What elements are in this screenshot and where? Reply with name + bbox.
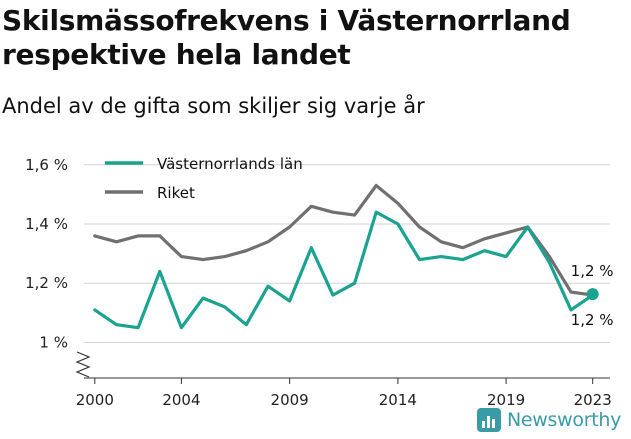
labels: 1,2 % 1,2 %: [571, 262, 614, 329]
legend-label: Västernorrlands län: [157, 155, 303, 173]
legend: Västernorrlands län Riket: [105, 155, 303, 202]
y-tick-label: 1,6 %: [25, 156, 68, 174]
series-line-riket: [93, 183, 595, 297]
chart-subtitle: Andel av de gifta som skiljer sig varje …: [2, 94, 425, 118]
brand-name: Newsworthy: [507, 409, 622, 431]
y-tick-label: 1,4 %: [25, 215, 68, 233]
chart-title: Skilsmässofrekvens i Västernorrland resp…: [2, 4, 571, 71]
y-tick-label: 1,2 %: [25, 274, 68, 292]
series-lines: [93, 183, 595, 330]
x-tick-label: 2014: [379, 391, 417, 409]
end-value-label: 1,2 %: [571, 311, 614, 329]
end-value-label: 1,2 %: [571, 262, 614, 280]
x-tick-label: 2023: [574, 391, 612, 409]
axes: 1 % 1,2 % 1,4 % 1,6 % 2000 2004 2009 2014 2019 20…: [25, 156, 612, 409]
x-tick-label: 2004: [162, 391, 200, 409]
x-tick-label: 2000: [76, 391, 114, 409]
series-line-v-sternorrlands-l-n: [93, 210, 595, 330]
x-tick-label: 2009: [271, 391, 309, 409]
legend-label: Riket: [157, 184, 195, 202]
grid-lines: [84, 164, 610, 343]
axis-break-icon: [75, 351, 91, 378]
y-tick-label: 1 %: [39, 333, 68, 351]
newsworthy-logo: Newsworthy: [477, 405, 621, 435]
end-point-marker: [586, 288, 599, 301]
bar-chart-icon: [477, 408, 501, 432]
x-tick-label: 2019: [487, 391, 525, 409]
